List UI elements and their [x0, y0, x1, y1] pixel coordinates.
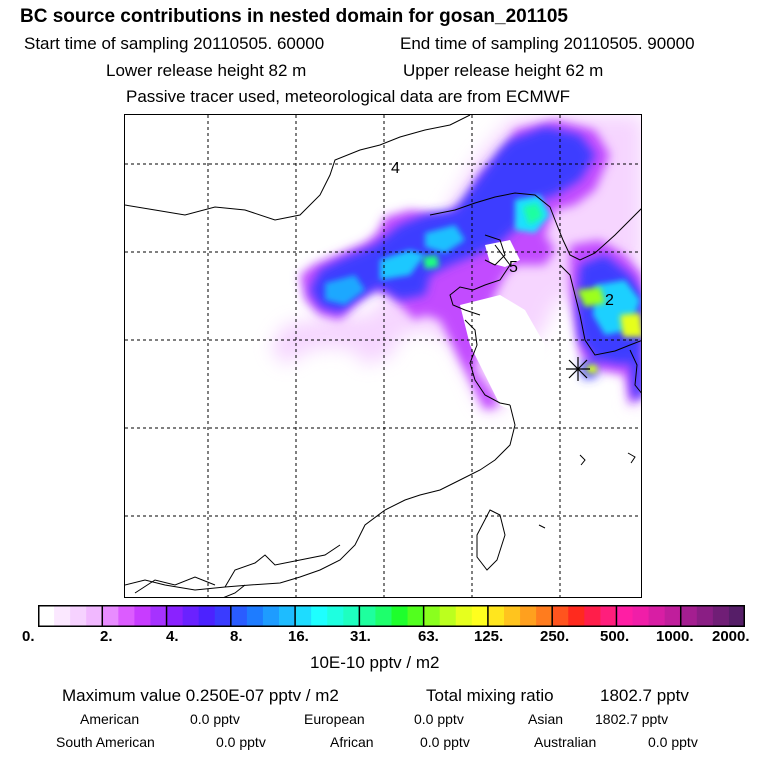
colorbar-tick: 500.	[600, 628, 630, 645]
region-name: South American	[56, 734, 155, 750]
colorbar-tick: 4.	[166, 628, 179, 645]
colorbar-swatch	[70, 605, 87, 627]
colorbar-swatch	[471, 605, 489, 627]
colorbar-swatch	[648, 605, 666, 627]
coastlines	[125, 115, 641, 597]
colorbar-swatch	[503, 605, 521, 627]
colorbar-unit: 10E-10 pptv / m2	[310, 653, 440, 672]
colorbar-swatch	[728, 605, 745, 627]
colorbar-tick: 63.	[418, 628, 439, 645]
colorbar-swatch	[166, 605, 184, 627]
colorbar-tick: 125.	[474, 628, 504, 645]
total-mixing-value: 1802.7 pptv	[600, 686, 689, 705]
colorbar-swatch	[696, 605, 714, 627]
colorbar-swatch	[712, 605, 730, 627]
region-name: American	[80, 711, 140, 727]
colorbar-swatch	[150, 605, 168, 627]
colorbar-swatch	[118, 605, 136, 627]
clear-areas	[460, 240, 545, 415]
colorbar-tick: 8.	[230, 628, 243, 645]
region-name: Asian	[528, 711, 564, 727]
colorbar-swatch	[262, 605, 280, 627]
region-value: 1802.7 pptv	[595, 711, 669, 727]
colorbar-swatch	[680, 605, 698, 627]
colorbar-swatch	[246, 605, 264, 627]
colorbar-swatch	[102, 605, 119, 627]
source-marker-5: 5	[509, 259, 518, 276]
colorbar-swatch	[455, 605, 473, 627]
region-value: 0.0 pptv	[648, 734, 698, 750]
colorbar-swatch	[182, 605, 200, 627]
colorbar-swatch	[664, 605, 682, 627]
colorbar-swatch	[423, 605, 441, 627]
colorbar-swatch	[279, 605, 296, 627]
colorbar-swatch	[214, 605, 232, 627]
region-value: 0.0 pptv	[420, 734, 470, 750]
colorbar-tick: 2000.	[712, 628, 750, 645]
colorbar-swatch	[616, 605, 634, 627]
plume-cyan-layer	[325, 195, 640, 335]
lower-release-label: Lower release height 82 m	[106, 61, 307, 80]
colorbar-tick: 2.	[100, 628, 113, 645]
colorbar-swatch	[487, 605, 505, 627]
source-contribution-map: 4 5 2	[125, 115, 641, 597]
colorbar-swatch	[568, 605, 585, 627]
colorbar-swatch	[552, 605, 569, 627]
colorbar-tick: 31.	[350, 628, 371, 645]
colorbar-swatch	[230, 605, 248, 627]
source-marker-2: 2	[605, 292, 614, 309]
colorbar-swatch	[359, 605, 377, 627]
colorbar-swatch	[311, 605, 328, 627]
colorbar-tick: 16.	[288, 628, 309, 645]
plot-title: BC source contributions in nested domain…	[20, 6, 568, 27]
colorbar-border	[38, 605, 745, 627]
region-value: 0.0 pptv	[216, 734, 266, 750]
colorbar-tick: 1000.	[656, 628, 694, 645]
colorbar-tick: 250.	[540, 628, 570, 645]
upper-release-label: Upper release height 62 m	[403, 61, 604, 80]
colorbar-swatch	[327, 605, 344, 627]
colorbar-swatch	[134, 605, 152, 627]
end-time-label: End time of sampling 20110505. 90000	[400, 34, 695, 53]
colorbar-tick: 0.	[22, 628, 35, 645]
colorbar-swatch	[295, 605, 312, 627]
colorbar-swatch	[391, 605, 409, 627]
colorbar-swatch	[198, 605, 216, 627]
colorbar-swatch	[54, 605, 71, 627]
receptor-star-icon	[566, 357, 590, 381]
maximum-value: Maximum value 0.250E-07 pptv / m2	[62, 686, 339, 705]
colorbar	[38, 605, 745, 627]
plume-hotspot-layer	[423, 203, 641, 373]
colorbar-swatch	[343, 605, 360, 627]
region-value: 0.0 pptv	[414, 711, 464, 727]
colorbar-swatch	[86, 605, 103, 627]
region-name: African	[330, 734, 374, 750]
total-mixing-label: Total mixing ratio	[426, 686, 554, 705]
colorbar-swatch	[536, 605, 553, 627]
source-marker-4: 4	[391, 160, 400, 177]
colorbar-swatch	[520, 605, 537, 627]
tracer-info-label: Passive tracer used, meteorological data…	[126, 87, 571, 106]
colorbar-swatch	[375, 605, 393, 627]
colorbar-swatch	[38, 605, 55, 627]
colorbar-swatch	[439, 605, 457, 627]
region-name: Australian	[534, 734, 597, 750]
colorbar-swatch	[584, 605, 601, 627]
colorbar-swatch	[632, 605, 650, 627]
region-value: 0.0 pptv	[190, 711, 240, 727]
start-time-label: Start time of sampling 20110505. 60000	[24, 34, 325, 53]
region-name: European	[304, 711, 365, 727]
colorbar-swatch	[600, 605, 618, 627]
colorbar-swatch	[407, 605, 425, 627]
map-panel: 4 5 2	[124, 114, 642, 598]
